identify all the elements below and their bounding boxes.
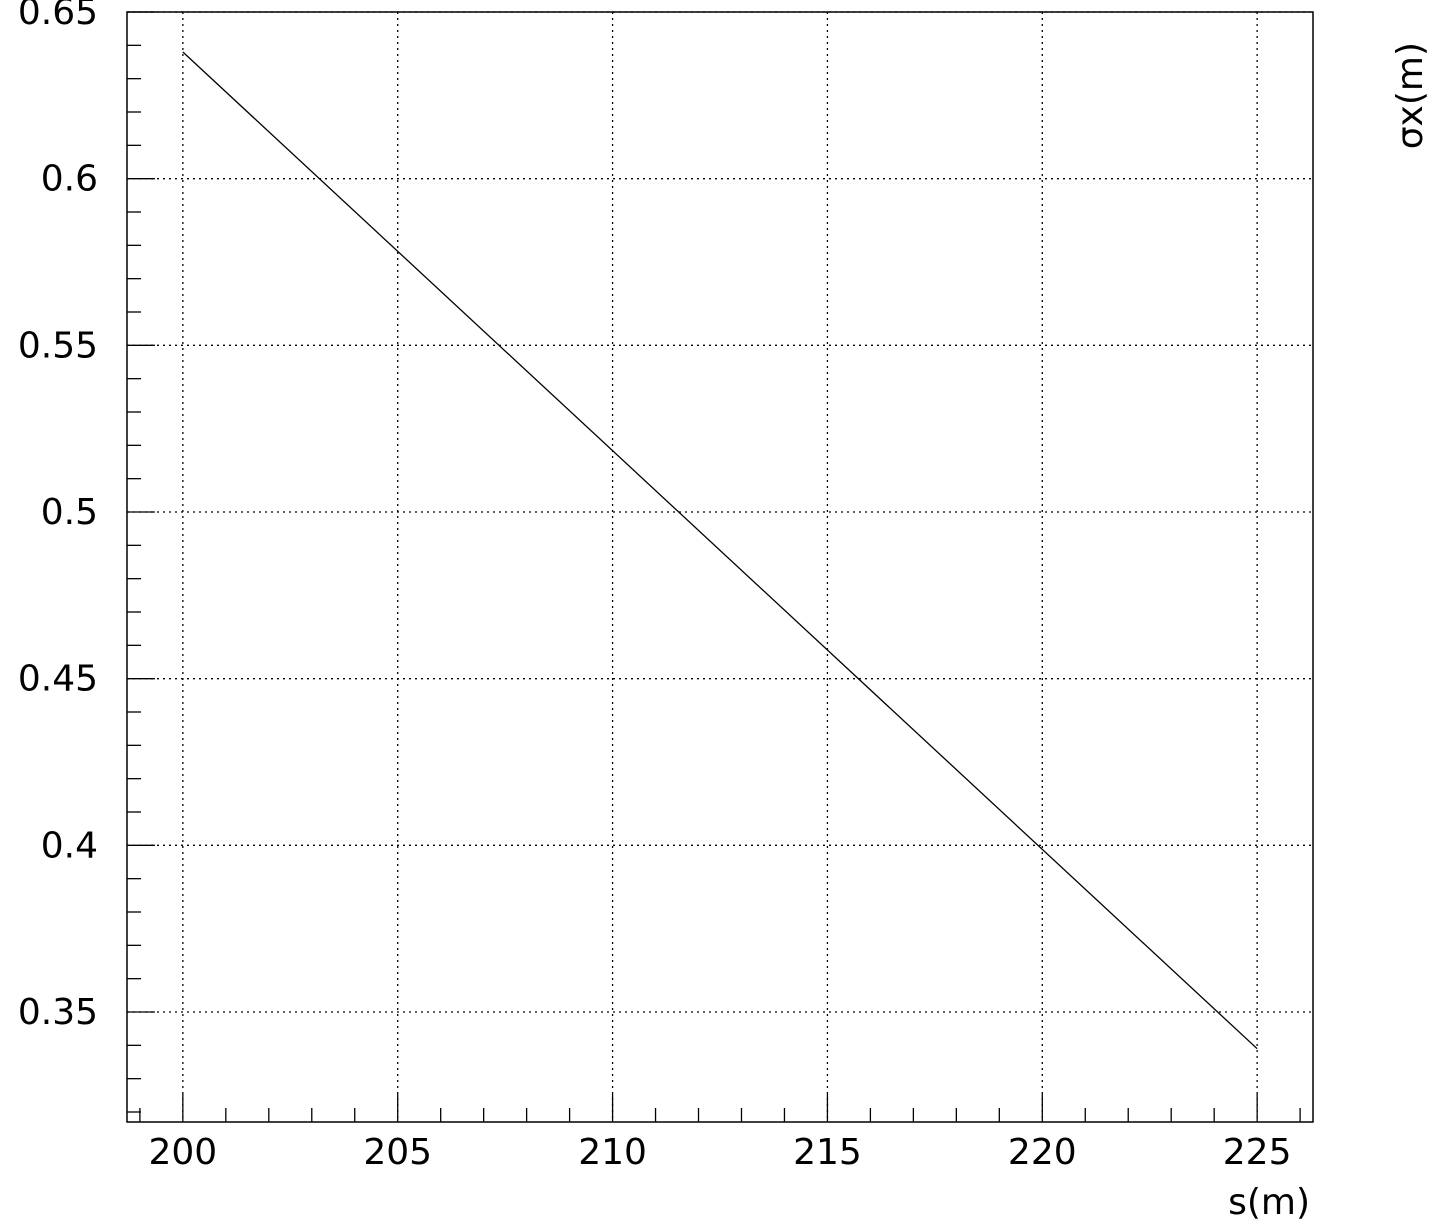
x-tick-label: 225 xyxy=(1223,1132,1292,1173)
x-tick-label: 210 xyxy=(578,1132,647,1173)
x-tick-label: 220 xyxy=(1008,1132,1077,1173)
grid xyxy=(127,11,1313,1122)
axis-ticks xyxy=(127,11,1301,1122)
y-tick-label: 0.45 xyxy=(18,659,98,700)
y-axis-title: σx(m) xyxy=(1390,42,1431,149)
plot-frame xyxy=(126,11,1314,1123)
y-tick-label: 0.35 xyxy=(18,992,98,1033)
y-tick-label: 0.4 xyxy=(41,825,98,866)
x-axis-title: s(m) xyxy=(1228,1182,1310,1223)
y-tick-label: 0.65 xyxy=(18,0,98,33)
y-tick-labels: 0.35 0.4 0.45 0.5 0.55 0.6 0.65 xyxy=(18,0,98,1033)
x-tick-labels: 200 205 210 215 220 225 xyxy=(149,1132,1292,1173)
x-tick-label: 200 xyxy=(149,1132,218,1173)
y-tick-label: 0.55 xyxy=(18,325,98,366)
y-tick-label: 0.6 xyxy=(41,159,98,200)
x-tick-label: 205 xyxy=(363,1132,432,1173)
y-tick-label: 0.5 xyxy=(41,492,98,533)
x-tick-label: 215 xyxy=(793,1132,862,1173)
series-line xyxy=(182,51,1258,1050)
